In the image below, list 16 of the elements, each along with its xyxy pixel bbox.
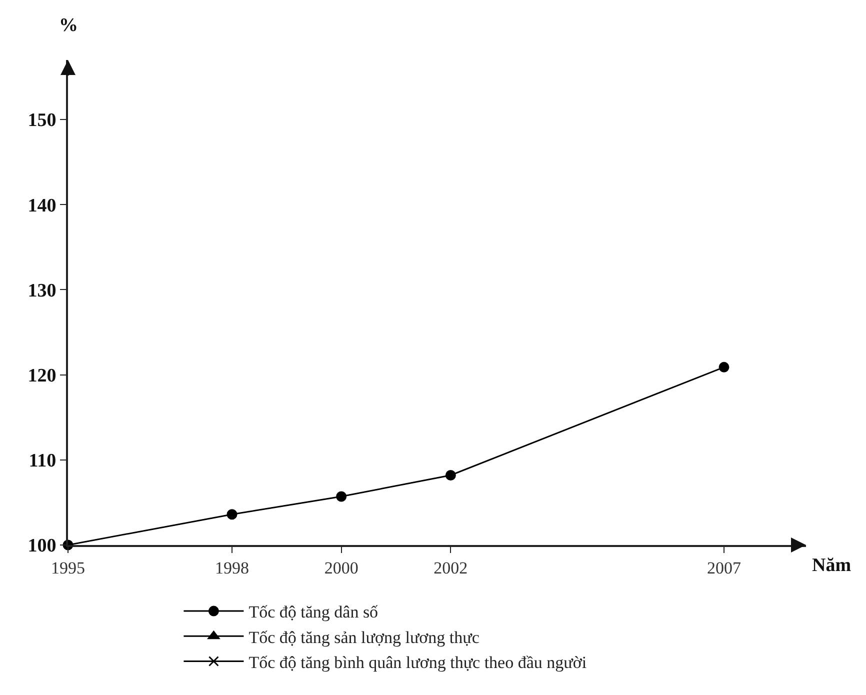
y-tick-label: 140: [28, 195, 56, 216]
y-tick-label: 110: [28, 450, 56, 472]
legend-label: Tốc độ tăng dân số: [248, 602, 379, 622]
y-tick-label: 120: [28, 365, 56, 386]
x-tick-label: 2002: [434, 558, 468, 578]
x-tick-label: 2000: [324, 558, 358, 578]
x-tick-label: 2007: [707, 558, 742, 578]
x-tick-label: 1998: [215, 558, 249, 578]
y-tick-label: 130: [28, 280, 56, 302]
y-tick-label: 100: [28, 536, 56, 557]
x-axis-title: Năm: [812, 555, 852, 576]
x-tick-label: 1995: [51, 558, 85, 578]
y-axis-title: %: [59, 15, 78, 36]
legend-label: Tốc độ tăng sản lượng lương thực: [248, 628, 480, 647]
legend-label: Tốc độ tăng bình quân lương thực theo đầu người: [248, 652, 587, 672]
y-tick-label: 150: [28, 110, 56, 132]
